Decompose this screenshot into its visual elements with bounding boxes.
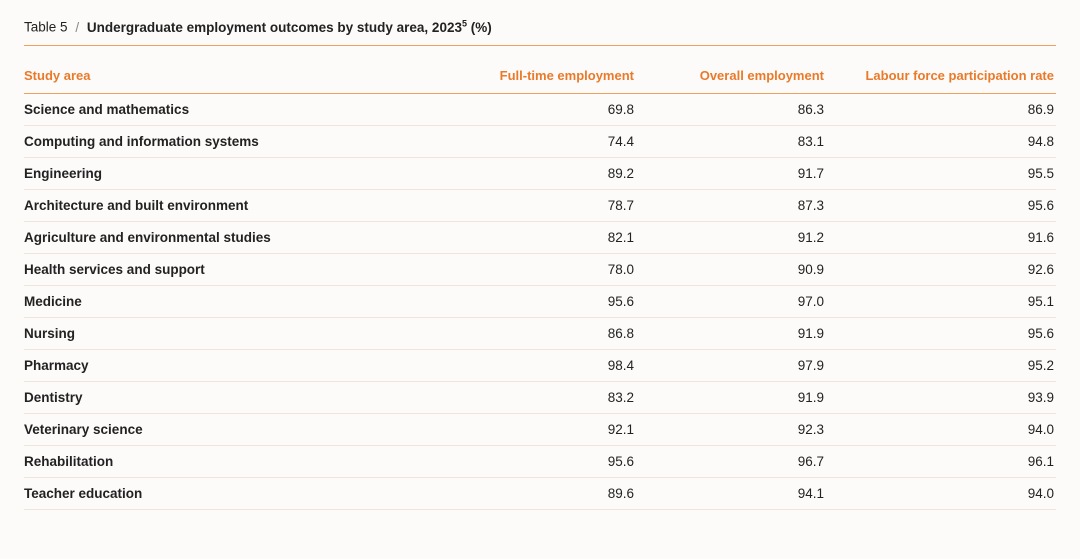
cell-labour-force: 95.6 — [824, 326, 1054, 341]
table-row: Agriculture and environmental studies82.… — [24, 222, 1056, 254]
table-row: Health services and support78.090.992.6 — [24, 254, 1056, 286]
cell-overall: 92.3 — [634, 422, 824, 437]
caption-title-pre: Undergraduate employment outcomes by stu… — [87, 20, 462, 35]
cell-overall: 91.7 — [634, 166, 824, 181]
cell-study-area: Health services and support — [24, 262, 454, 277]
cell-labour-force: 95.1 — [824, 294, 1054, 309]
cell-study-area: Pharmacy — [24, 358, 454, 373]
cell-overall: 91.9 — [634, 326, 824, 341]
cell-labour-force: 95.2 — [824, 358, 1054, 373]
cell-labour-force: 96.1 — [824, 454, 1054, 469]
col-header-labour-force: Labour force participation rate — [824, 68, 1054, 83]
cell-full-time: 89.6 — [454, 486, 634, 501]
col-header-full-time: Full-time employment — [454, 68, 634, 83]
cell-study-area: Computing and information systems — [24, 134, 454, 149]
cell-overall: 97.9 — [634, 358, 824, 373]
cell-study-area: Nursing — [24, 326, 454, 341]
col-header-study-area: Study area — [24, 68, 454, 83]
table-row: Dentistry83.291.993.9 — [24, 382, 1056, 414]
cell-overall: 87.3 — [634, 198, 824, 213]
cell-full-time: 78.7 — [454, 198, 634, 213]
cell-full-time: 89.2 — [454, 166, 634, 181]
caption-title-post: (%) — [467, 20, 492, 35]
cell-full-time: 82.1 — [454, 230, 634, 245]
cell-overall: 94.1 — [634, 486, 824, 501]
table-row: Medicine95.697.095.1 — [24, 286, 1056, 318]
cell-labour-force: 92.6 — [824, 262, 1054, 277]
cell-labour-force: 91.6 — [824, 230, 1054, 245]
cell-overall: 91.2 — [634, 230, 824, 245]
cell-study-area: Medicine — [24, 294, 454, 309]
table-row: Rehabilitation95.696.796.1 — [24, 446, 1056, 478]
cell-study-area: Engineering — [24, 166, 454, 181]
table-row: Architecture and built environment78.787… — [24, 190, 1056, 222]
cell-labour-force: 93.9 — [824, 390, 1054, 405]
cell-overall: 83.1 — [634, 134, 824, 149]
cell-overall: 97.0 — [634, 294, 824, 309]
table-row: Science and mathematics69.886.386.9 — [24, 94, 1056, 126]
cell-overall: 91.9 — [634, 390, 824, 405]
cell-full-time: 95.6 — [454, 294, 634, 309]
cell-full-time: 83.2 — [454, 390, 634, 405]
caption-separator: / — [71, 20, 83, 35]
page-container: Table 5 / Undergraduate employment outco… — [0, 0, 1080, 534]
table-caption: Table 5 / Undergraduate employment outco… — [24, 18, 1056, 45]
cell-overall: 90.9 — [634, 262, 824, 277]
table-row: Teacher education89.694.194.0 — [24, 478, 1056, 510]
caption-label: Table 5 — [24, 20, 68, 35]
cell-full-time: 95.6 — [454, 454, 634, 469]
table-row: Nursing86.891.995.6 — [24, 318, 1056, 350]
cell-study-area: Architecture and built environment — [24, 198, 454, 213]
cell-full-time: 92.1 — [454, 422, 634, 437]
cell-study-area: Rehabilitation — [24, 454, 454, 469]
cell-full-time: 78.0 — [454, 262, 634, 277]
table-body: Science and mathematics69.886.386.9Compu… — [24, 94, 1056, 510]
cell-full-time: 69.8 — [454, 102, 634, 117]
cell-study-area: Science and mathematics — [24, 102, 454, 117]
cell-study-area: Dentistry — [24, 390, 454, 405]
table-row: Engineering89.291.795.5 — [24, 158, 1056, 190]
cell-labour-force: 95.6 — [824, 198, 1054, 213]
table-row: Pharmacy98.497.995.2 — [24, 350, 1056, 382]
table-row: Computing and information systems74.483.… — [24, 126, 1056, 158]
cell-full-time: 74.4 — [454, 134, 634, 149]
cell-labour-force: 95.5 — [824, 166, 1054, 181]
table-header-row: Study area Full-time employment Overall … — [24, 46, 1056, 93]
cell-labour-force: 94.0 — [824, 422, 1054, 437]
caption-title: Undergraduate employment outcomes by stu… — [87, 20, 492, 35]
cell-labour-force: 86.9 — [824, 102, 1054, 117]
cell-full-time: 86.8 — [454, 326, 634, 341]
cell-study-area: Veterinary science — [24, 422, 454, 437]
table-row: Veterinary science92.192.394.0 — [24, 414, 1056, 446]
cell-overall: 96.7 — [634, 454, 824, 469]
cell-labour-force: 94.8 — [824, 134, 1054, 149]
cell-study-area: Teacher education — [24, 486, 454, 501]
cell-full-time: 98.4 — [454, 358, 634, 373]
cell-labour-force: 94.0 — [824, 486, 1054, 501]
cell-overall: 86.3 — [634, 102, 824, 117]
cell-study-area: Agriculture and environmental studies — [24, 230, 454, 245]
col-header-overall: Overall employment — [634, 68, 824, 83]
